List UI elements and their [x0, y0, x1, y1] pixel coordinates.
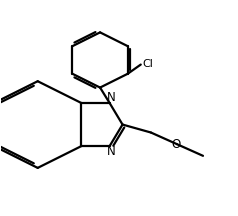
- Text: N: N: [107, 145, 116, 158]
- Text: N: N: [107, 91, 116, 104]
- Text: Cl: Cl: [143, 59, 154, 69]
- Text: O: O: [171, 138, 180, 151]
